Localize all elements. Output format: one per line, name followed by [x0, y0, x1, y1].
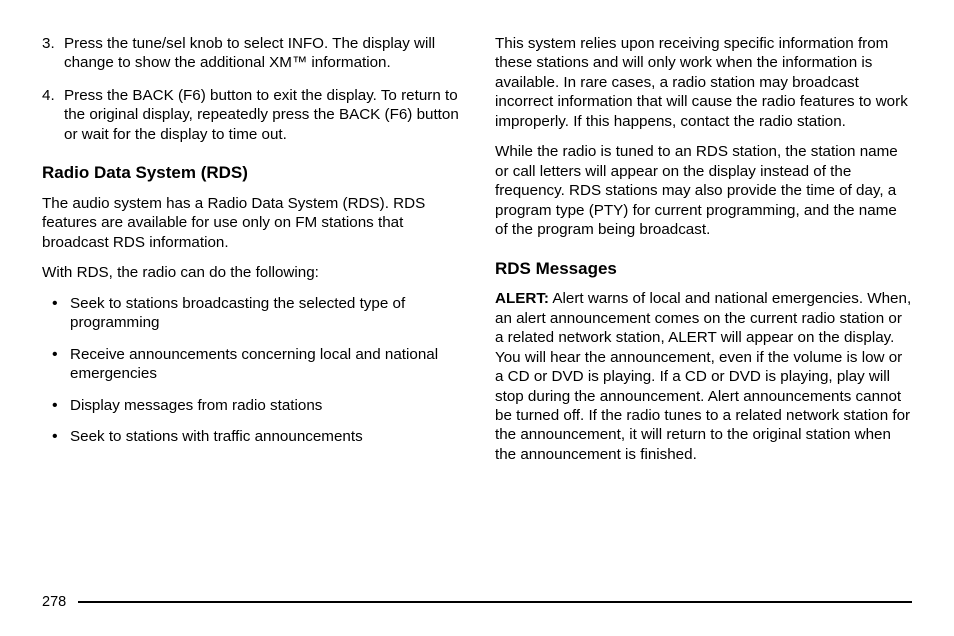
bullet-item: Seek to stations broadcasting the select… — [70, 294, 459, 333]
step-text: Press the tune/sel knob to select INFO. … — [64, 35, 435, 71]
rds-station-paragraph: While the radio is tuned to an RDS stati… — [495, 142, 912, 239]
page-footer: 278 — [42, 594, 912, 610]
step-4: 4. Press the BACK (F6) button to exit th… — [64, 86, 459, 144]
rds-intro-paragraph: The audio system has a Radio Data System… — [42, 194, 459, 252]
step-text: Press the BACK (F6) button to exit the d… — [64, 87, 459, 143]
step-number: 3. — [42, 34, 55, 53]
rds-bullets: Seek to stations broadcasting the select… — [42, 294, 459, 447]
two-column-layout: 3. Press the tune/sel knob to select INF… — [42, 34, 912, 586]
alert-label: ALERT: — [495, 290, 549, 307]
page-number: 278 — [42, 594, 78, 610]
rds-with-paragraph: With RDS, the radio can do the following… — [42, 263, 459, 282]
alert-paragraph: ALERT: Alert warns of local and national… — [495, 289, 912, 464]
right-column: This system relies upon receiving specif… — [495, 34, 912, 586]
step-number: 4. — [42, 86, 55, 105]
bullet-item: Receive announcements concerning local a… — [70, 345, 459, 384]
bullet-item: Display messages from radio stations — [70, 396, 459, 415]
left-column: 3. Press the tune/sel knob to select INF… — [42, 34, 459, 586]
footer-rule — [78, 601, 912, 603]
system-relies-paragraph: This system relies upon receiving specif… — [495, 34, 912, 131]
heading-rds-messages: RDS Messages — [495, 258, 912, 280]
numbered-steps: 3. Press the tune/sel knob to select INF… — [42, 34, 459, 144]
bullet-item: Seek to stations with traffic announceme… — [70, 427, 459, 446]
step-3: 3. Press the tune/sel knob to select INF… — [64, 34, 459, 73]
alert-body: Alert warns of local and national emerge… — [495, 290, 911, 463]
heading-rds: Radio Data System (RDS) — [42, 162, 459, 184]
